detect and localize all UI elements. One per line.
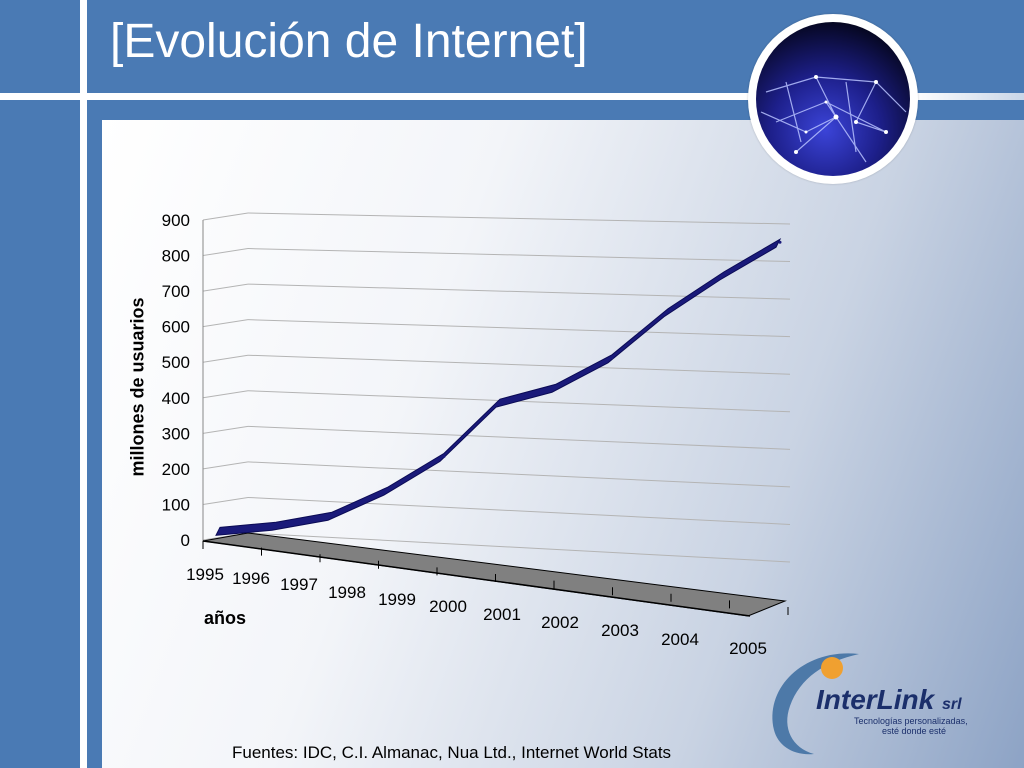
logo-name: InterLink [816,684,935,715]
grid-line-side [202,354,249,363]
logo-wordmark: InterLink srl [816,684,962,716]
data-point [386,488,390,492]
y-tick-label: 100 [162,495,190,514]
y-tick-label: 800 [162,247,190,266]
y-tick-label: 600 [162,318,190,337]
grid-line [247,212,791,225]
source-note: Fuentes: IDC, C.I. Almanac, Nua Ltd., In… [232,743,672,762]
grid-line [247,354,791,375]
x-axis-line [202,540,751,617]
data-point [778,240,782,244]
grid-line-side [202,390,249,399]
x-tick-label: 1996 [232,569,270,588]
left-band [0,0,80,768]
grid-line [247,532,791,563]
grid-line-side [202,461,249,470]
y-tick-label: 700 [162,282,190,301]
horizontal-divider [0,93,750,100]
content-panel [102,120,1024,768]
interlink-logo: InterLink srl Tecnologías personalizadas… [764,648,1014,758]
data-point [610,356,614,360]
data-point [498,400,502,404]
grid-line-side [202,283,249,292]
data-point [442,454,446,458]
data-point [722,273,726,277]
data-point [554,385,558,389]
x-tick-label: 2005 [729,639,767,658]
data-point [666,310,670,314]
y-axis-label: millones de usuarios [127,297,148,477]
y-tick-label: 400 [162,389,190,408]
x-tick-label: 1998 [328,583,366,602]
grid-line [247,319,791,338]
slide-title: [Evolución de Internet] [110,15,588,68]
logo-tagline-line2: esté donde esté [882,726,947,736]
data-point [218,528,222,532]
y-tick-label: 200 [162,460,190,479]
series-ribbon [215,237,782,536]
x-tick-label: 1999 [378,590,416,609]
x-tick-label: 2002 [541,613,579,632]
x-tick-label: 1995 [186,565,224,584]
grid-line [247,425,791,450]
network-globe-image [748,14,918,184]
y-tick-label: 900 [162,211,190,230]
logo-tagline-line1: Tecnologías personalizadas, [854,716,968,726]
x-tick-label: 2001 [483,605,521,624]
logo-swoosh-icon [772,653,859,755]
grid-line-side [202,496,249,505]
grid-line-side [202,212,249,221]
x-axis-label: años [204,608,247,628]
y-tick-label: 500 [162,353,190,372]
grid-line [247,248,791,263]
grid-line [247,461,791,488]
x-tick-label: 1997 [280,575,318,594]
logo-suffix: srl [942,696,962,713]
x-tick-label: 2003 [601,621,639,640]
x-tick-label: 2004 [661,630,699,649]
data-point [330,513,334,517]
y-tick-label: 300 [162,424,190,443]
grid-line-side [202,248,249,257]
data-point [274,523,278,527]
vertical-divider [80,0,87,768]
grid-line [247,283,791,300]
y-tick-label: 0 [181,531,190,550]
globe-icon [756,22,910,176]
grid-line-side [202,319,249,328]
grid-line [247,496,791,525]
x-tick-label: 2000 [429,597,467,616]
horizontal-divider-right [910,93,1024,100]
grid-line-side [202,425,249,434]
